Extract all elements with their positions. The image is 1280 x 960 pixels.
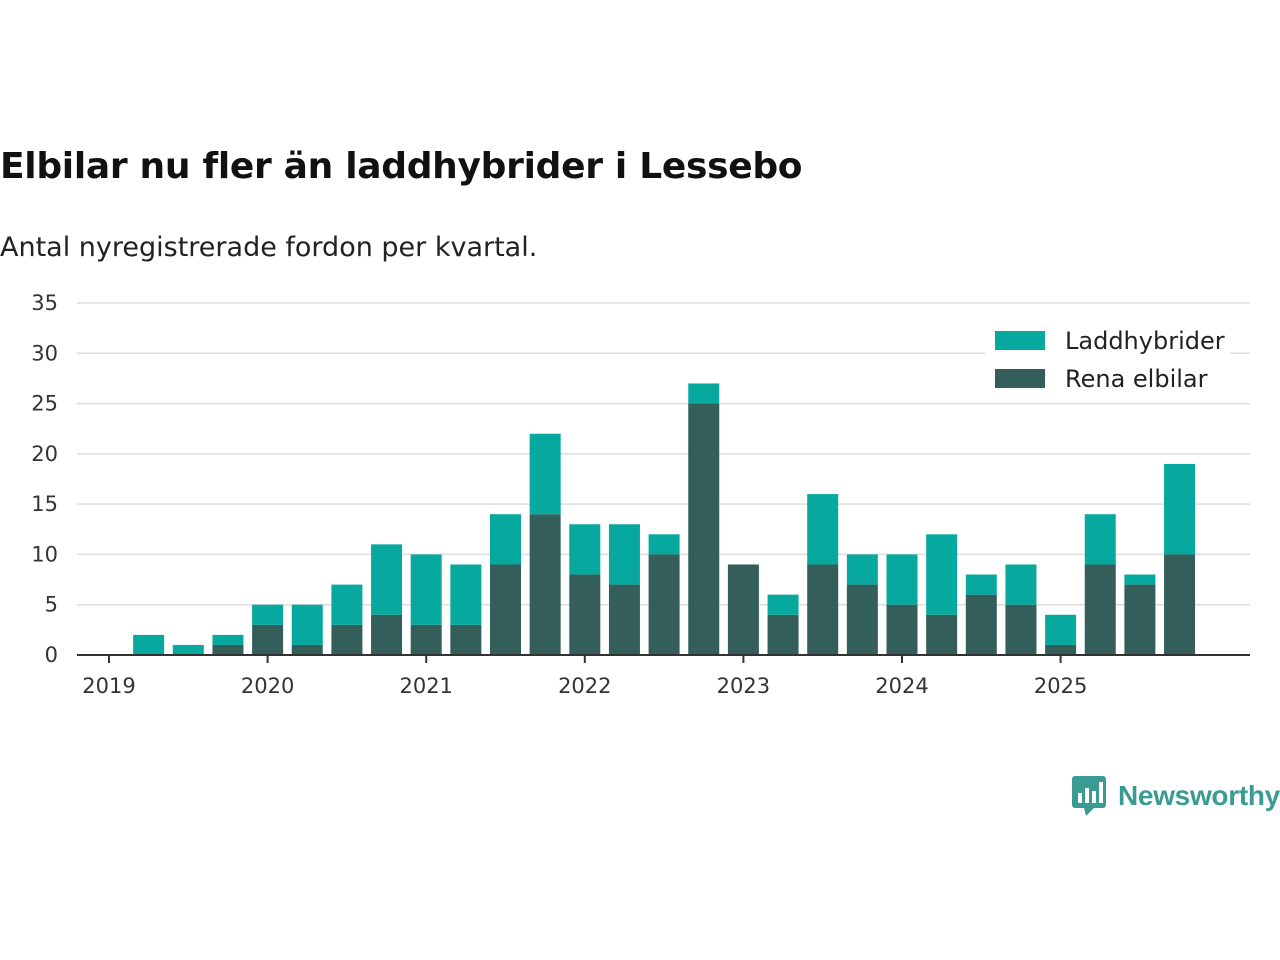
bar-laddhybrider (291, 604, 323, 645)
x-tick-label: 2025 (1034, 674, 1087, 698)
bar-rena-elbilar (569, 574, 601, 655)
x-axis: 2019 2020 2021 2022 2023 2024 2025 (82, 655, 1087, 698)
y-tick-label: 0 (45, 643, 58, 667)
y-tick-label: 5 (45, 593, 58, 617)
bar-laddhybrider (331, 584, 363, 625)
y-tick-label: 10 (31, 542, 58, 566)
bar-laddhybrider (1045, 614, 1077, 645)
bar-laddhybrider (807, 494, 839, 565)
bar-laddhybrider (490, 514, 521, 565)
bar-rena-elbilar (410, 624, 442, 655)
bars (133, 383, 1196, 655)
bar-laddhybrider (212, 634, 244, 645)
bar-laddhybrider (252, 604, 284, 625)
bar-laddhybrider (965, 574, 997, 595)
bar-laddhybrider (172, 644, 204, 655)
bar-rena-elbilar (1084, 564, 1116, 655)
bar-laddhybrider (1005, 564, 1037, 605)
bar-rena-elbilar (212, 644, 244, 655)
legend-swatch (995, 331, 1045, 350)
x-tick-label: 2023 (717, 674, 770, 698)
chart-subtitle: Antal nyregistrerade fordon per kvartal. (0, 232, 538, 263)
bar-laddhybrider (1084, 514, 1116, 565)
bar-rena-elbilar (1164, 554, 1196, 655)
bar-laddhybrider (648, 534, 680, 555)
newsworthy-logo-icon (1072, 776, 1106, 816)
x-tick-label: 2020 (241, 674, 294, 698)
bar-laddhybrider (569, 524, 601, 575)
bar-rena-elbilar (529, 514, 561, 655)
bar-rena-elbilar (291, 644, 323, 655)
bar-rena-elbilar (807, 564, 839, 655)
bar-rena-elbilar (767, 614, 799, 655)
bar-rena-elbilar (1045, 644, 1077, 655)
bar-laddhybrider (450, 564, 482, 625)
bar-rena-elbilar (252, 624, 284, 655)
x-tick-label: 2021 (399, 674, 452, 698)
bar-rena-elbilar (1005, 604, 1037, 655)
bar-rena-elbilar (371, 614, 403, 655)
x-tick-label: 2022 (558, 674, 611, 698)
bar-laddhybrider (886, 554, 918, 605)
bar-rena-elbilar (331, 624, 363, 655)
bar-rena-elbilar (450, 624, 482, 655)
bar-rena-elbilar (846, 584, 878, 655)
bar-rena-elbilar (1124, 584, 1156, 655)
x-tick-label: 2024 (875, 674, 928, 698)
y-axis: 0 5 10 15 20 25 30 35 (31, 291, 58, 667)
bar-laddhybrider (688, 383, 720, 404)
brand-name: Newsworthy (1118, 780, 1280, 811)
newsworthy-brand: Newsworthy (1072, 776, 1280, 816)
chart-title: Elbilar nu fler än laddhybrider i Lesseb… (0, 146, 803, 187)
y-tick-label: 30 (31, 341, 58, 365)
bar-laddhybrider (1124, 574, 1156, 585)
bar-laddhybrider (371, 544, 403, 615)
legend-label: Laddhybrider (1065, 327, 1225, 355)
legend-swatch (995, 369, 1045, 388)
y-tick-label: 15 (31, 492, 58, 516)
bar-laddhybrider (410, 554, 442, 625)
bar-laddhybrider (1164, 463, 1196, 555)
bar-rena-elbilar (490, 564, 521, 655)
bar-laddhybrider (529, 433, 561, 515)
y-tick-label: 25 (31, 392, 58, 416)
bar-rena-elbilar (727, 564, 759, 655)
bar-rena-elbilar (688, 403, 720, 655)
bar-laddhybrider (767, 594, 799, 615)
y-tick-label: 20 (31, 442, 58, 466)
legend: Laddhybrider Rena elbilar (985, 321, 1230, 403)
bar-laddhybrider (133, 634, 165, 655)
bar-rena-elbilar (926, 614, 958, 655)
bar-rena-elbilar (648, 554, 680, 655)
bar-rena-elbilar (608, 584, 640, 655)
bar-rena-elbilar (886, 604, 918, 655)
bar-laddhybrider (846, 554, 878, 585)
bar-rena-elbilar (965, 594, 997, 655)
x-tick-label: 2019 (82, 674, 135, 698)
bar-laddhybrider (926, 534, 958, 615)
legend-label: Rena elbilar (1065, 365, 1208, 393)
bar-laddhybrider (608, 524, 640, 585)
y-tick-label: 35 (31, 291, 58, 315)
